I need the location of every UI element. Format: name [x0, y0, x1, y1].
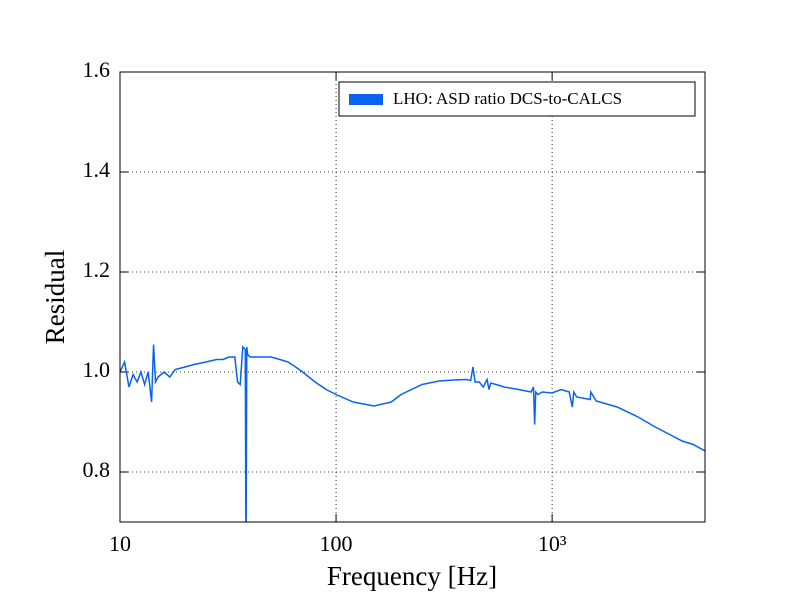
legend-label: LHO: ASD ratio DCS-to-CALCS — [393, 89, 622, 108]
legend-swatch — [349, 94, 383, 105]
y-tick-label: 1.0 — [83, 357, 111, 382]
y-tick-label: 1.6 — [83, 57, 111, 82]
x-axis-label: Frequency [Hz] — [327, 561, 497, 591]
y-tick-label: 1.4 — [83, 157, 111, 182]
y-axis-label: Residual — [40, 250, 70, 345]
y-tick-label: 0.8 — [83, 457, 111, 482]
x-tick-label: 100 — [320, 531, 353, 556]
series-line — [120, 344, 705, 522]
plot-frame — [119, 71, 706, 523]
legend-box — [338, 81, 696, 117]
plot-area — [120, 344, 705, 522]
x-tick-label: 10³ — [538, 531, 567, 556]
y-tick-label: 1.2 — [83, 257, 111, 282]
x-tick-label: 10 — [109, 531, 131, 556]
